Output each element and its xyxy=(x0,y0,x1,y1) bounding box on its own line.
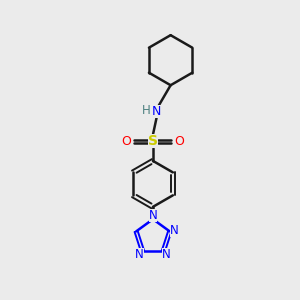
Text: N: N xyxy=(162,248,171,261)
Text: N: N xyxy=(135,248,144,261)
Text: O: O xyxy=(175,135,184,148)
Text: S: S xyxy=(148,134,158,148)
Text: N: N xyxy=(152,105,161,118)
Text: N: N xyxy=(169,224,178,237)
Text: O: O xyxy=(122,135,131,148)
Text: H: H xyxy=(142,104,151,117)
Text: N: N xyxy=(148,209,157,222)
